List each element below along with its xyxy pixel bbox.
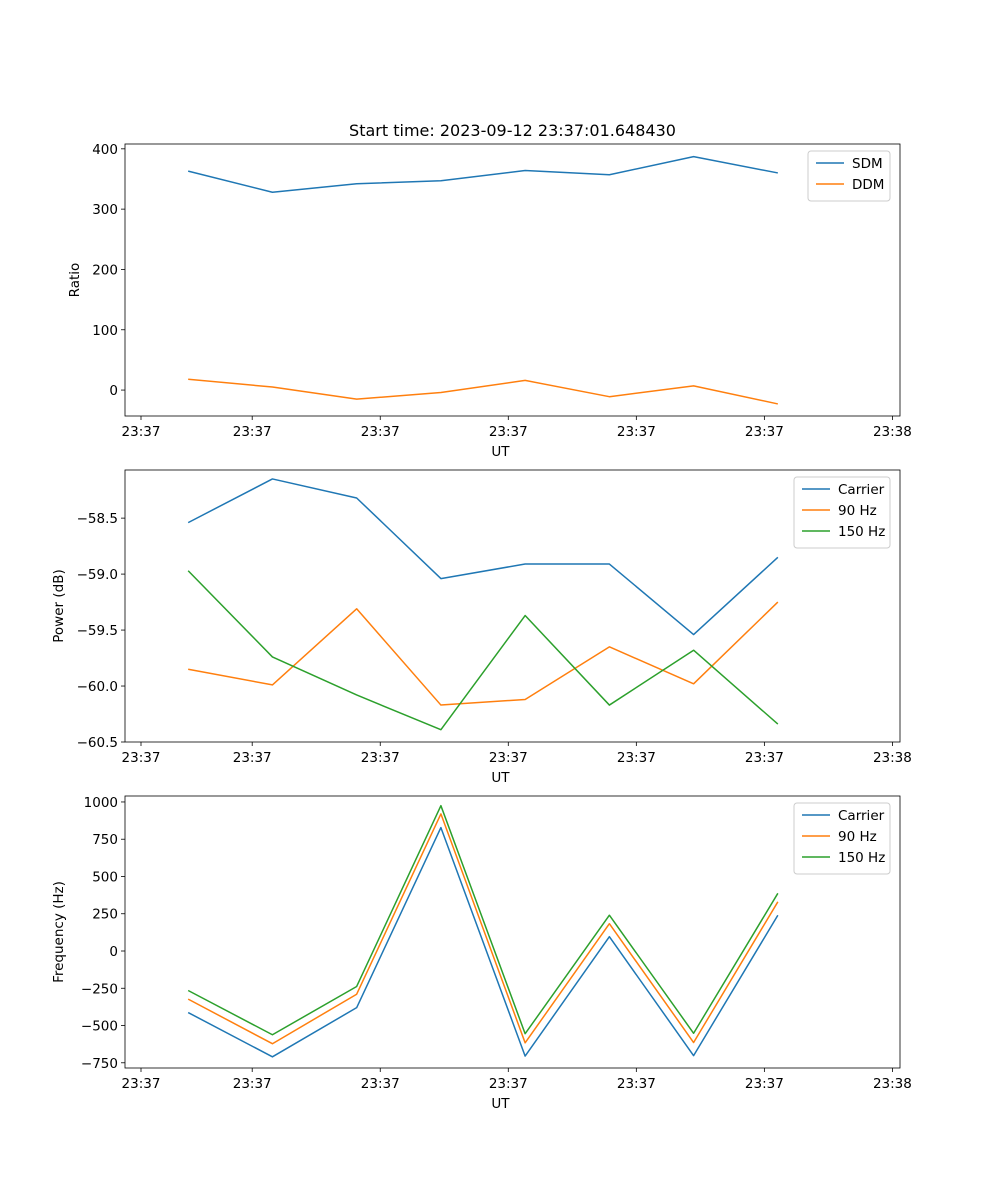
axes-frame <box>124 795 901 1069</box>
x-tick-label: 23:37 <box>745 1076 784 1092</box>
series-line-90-hz <box>187 813 779 1045</box>
x-axis-label: UT <box>491 770 510 786</box>
x-tick-label: 23:38 <box>873 750 912 766</box>
y-tick-label: 1000 <box>84 795 118 811</box>
panel-frequency: −750 −500 −250 0 250 500 750 1000 23:37 23:37 23:3… <box>51 795 912 1112</box>
legend-label: 90 Hz <box>838 829 877 845</box>
series-line-carrier <box>187 826 779 1058</box>
figure-title: Start time: 2023-09-12 23:37:01.648430 <box>349 121 676 140</box>
x-tick-label: 23:37 <box>233 424 272 440</box>
legend-label: 150 Hz <box>838 524 885 540</box>
x-tick-label: 23:37 <box>745 750 784 766</box>
y-tick-label: 200 <box>92 262 118 278</box>
x-tick-label: 23:37 <box>745 424 784 440</box>
x-tick-label: 23:38 <box>873 1076 912 1092</box>
axes-frame <box>124 469 901 743</box>
series-line-90-hz <box>188 601 779 706</box>
y-tick-label: −59.5 <box>77 623 118 639</box>
x-tick-label: 23:37 <box>122 424 161 440</box>
legend-label: DDM <box>852 177 884 193</box>
y-tick-label: 500 <box>92 869 118 885</box>
y-tick-label: −60.5 <box>77 735 118 751</box>
x-tick-label: 23:37 <box>361 424 400 440</box>
x-tick-label: 23:37 <box>489 1076 528 1092</box>
x-tick-label: 23:37 <box>233 1076 272 1092</box>
x-tick-label: 23:37 <box>489 750 528 766</box>
x-tick-label: 23:37 <box>361 1076 400 1092</box>
x-axis-label: UT <box>491 1096 510 1112</box>
legend-label: 90 Hz <box>838 503 877 519</box>
series-line-150-hz <box>187 570 779 731</box>
y-axis-label: Frequency (Hz) <box>51 881 67 983</box>
legend: Carrier 90 Hz 150 Hz <box>793 476 891 549</box>
x-tick-label: 23:37 <box>617 424 656 440</box>
legend-label: Carrier <box>838 482 885 498</box>
x-tick-label: 23:37 <box>489 424 528 440</box>
legend-label: Carrier <box>838 808 885 824</box>
y-tick-label: −250 <box>81 981 118 997</box>
y-tick-label: 100 <box>92 323 118 339</box>
x-tick-label: 23:37 <box>122 1076 161 1092</box>
axes-frame <box>124 143 901 417</box>
y-tick-label: 0 <box>109 383 118 399</box>
series-line-150-hz <box>187 804 779 1036</box>
y-tick-label: 250 <box>92 907 118 923</box>
x-tick-label: 23:37 <box>122 750 161 766</box>
y-tick-label: 400 <box>92 142 118 158</box>
x-tick-label: 23:37 <box>617 750 656 766</box>
y-axis-label: Power (dB) <box>51 569 67 642</box>
legend-label: 150 Hz <box>838 850 885 866</box>
y-tick-label: −750 <box>81 1056 118 1072</box>
series-line-carrier <box>187 478 779 636</box>
x-tick-label: 23:37 <box>617 1076 656 1092</box>
legend-label: SDM <box>852 156 883 172</box>
series-line-ddm <box>188 378 779 405</box>
y-axis-label: Ratio <box>67 263 83 298</box>
legend: Carrier 90 Hz 150 Hz <box>793 802 891 875</box>
x-tick-label: 23:38 <box>873 424 912 440</box>
panel-power: −60.5 −60.0 −59.5 −59.0 −58.5 23:37 23:37 23:37… <box>51 469 912 786</box>
panel-ratio: 0 100 200 300 400 23:37 23:37 23:37 23:37 23:37 23… <box>67 142 912 460</box>
series-line-sdm <box>187 155 778 193</box>
y-tick-label: 0 <box>109 944 118 960</box>
y-tick-label: −58.5 <box>77 511 118 527</box>
x-tick-label: 23:37 <box>361 750 400 766</box>
x-tick-label: 23:37 <box>233 750 272 766</box>
y-tick-label: −500 <box>81 1019 118 1035</box>
y-tick-label: 750 <box>92 832 118 848</box>
y-tick-label: −60.0 <box>77 679 118 695</box>
x-axis-label: UT <box>491 444 510 460</box>
y-tick-label: −59.0 <box>77 567 118 583</box>
legend: SDM DDM <box>807 150 891 202</box>
y-tick-label: 300 <box>92 202 118 218</box>
